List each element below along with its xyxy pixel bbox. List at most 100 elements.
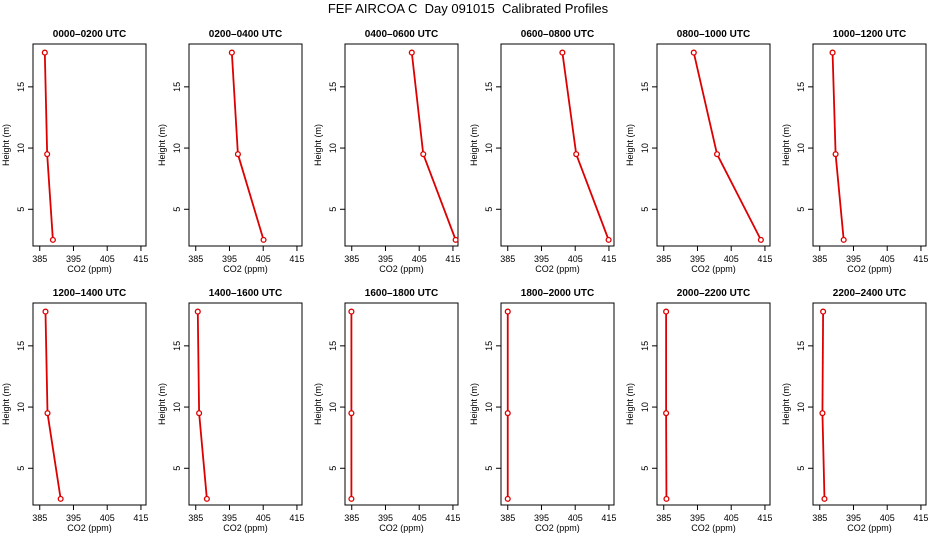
- profile-segment: [46, 154, 54, 240]
- x-tick-label: 385: [812, 254, 827, 264]
- data-point: [348, 410, 355, 417]
- data-point: [504, 495, 511, 502]
- x-tick-label: 405: [880, 513, 895, 523]
- x-tick-label: 415: [757, 254, 772, 264]
- profile-panel: 0800–1000 UTC 385 395 405 415 5 10 15 CO2 (ppm) H…: [625, 29, 772, 274]
- profile-segment: [821, 311, 825, 414]
- panel-title: 1200–1400 UTC: [53, 288, 126, 299]
- y-axis-label: Height (m): [469, 383, 479, 425]
- x-tick-label: 385: [656, 254, 671, 264]
- data-point: [821, 495, 828, 502]
- profile-segment: [692, 52, 718, 155]
- y-tick-label: 15: [640, 341, 650, 351]
- plot-frame: [812, 43, 927, 247]
- x-tick-label: 415: [289, 254, 304, 264]
- x-tick-label: 405: [568, 254, 583, 264]
- x-axis-label: CO2 (ppm): [379, 523, 424, 533]
- y-tick-label: 10: [484, 402, 494, 412]
- data-point: [452, 236, 459, 243]
- x-tick-label: 385: [344, 513, 359, 523]
- profile-segment: [834, 154, 845, 240]
- data-point: [196, 410, 203, 417]
- y-axis-label: Height (m): [313, 383, 323, 425]
- profile-segment: [831, 52, 837, 155]
- data-point: [504, 410, 511, 417]
- x-axis-label: CO2 (ppm): [67, 264, 112, 274]
- data-point: [203, 495, 210, 502]
- y-tick-label: 5: [16, 207, 26, 212]
- panel-title: 0800–1000 UTC: [677, 29, 750, 40]
- y-tick-label: 5: [172, 207, 182, 212]
- y-tick-label: 10: [796, 402, 806, 412]
- y-axis-label: Height (m): [469, 124, 479, 166]
- panel-title: 1400–1600 UTC: [209, 288, 282, 299]
- data-point: [663, 410, 670, 417]
- x-tick-label: 405: [412, 254, 427, 264]
- x-tick-label: 385: [500, 513, 515, 523]
- x-axis-label: CO2 (ppm): [379, 264, 424, 274]
- panel-title: 2200–2400 UTC: [833, 288, 906, 299]
- y-tick-label: 5: [796, 207, 806, 212]
- x-tick-label: 395: [846, 513, 861, 523]
- data-point: [757, 236, 764, 243]
- profile-panel: 0400–0600 UTC 385 395 405 415 5 10 15 CO2 (ppm) H…: [313, 29, 460, 274]
- x-tick-label: 405: [100, 513, 115, 523]
- data-point: [348, 495, 355, 502]
- plot-frame: [812, 302, 927, 506]
- data-point: [41, 49, 48, 56]
- data-point: [829, 49, 836, 56]
- data-point: [840, 236, 847, 243]
- x-tick-label: 395: [378, 254, 393, 264]
- x-tick-label: 395: [222, 513, 237, 523]
- y-axis-label: Height (m): [1, 124, 11, 166]
- y-tick-label: 5: [328, 466, 338, 471]
- x-tick-label: 395: [66, 513, 81, 523]
- x-tick-label: 395: [690, 513, 705, 523]
- y-axis-label: Height (m): [625, 383, 635, 425]
- y-axis-label: Height (m): [781, 383, 791, 425]
- data-point: [832, 151, 839, 158]
- plot-frame: [656, 302, 771, 506]
- x-tick-label: 385: [812, 513, 827, 523]
- panel-title: 1000–1200 UTC: [833, 29, 906, 40]
- y-tick-label: 15: [16, 82, 26, 92]
- profile-panel: 1600–1800 UTC 385 395 405 415 5 10 15 CO2 (ppm) H…: [313, 288, 460, 533]
- y-tick-label: 5: [328, 207, 338, 212]
- data-point: [408, 49, 415, 56]
- panel-title: 0200–0400 UTC: [209, 29, 282, 40]
- panel-title: 1600–1800 UTC: [365, 288, 438, 299]
- data-point: [713, 151, 721, 158]
- x-tick-label: 415: [601, 254, 616, 264]
- data-point: [605, 236, 612, 243]
- profile-panel: 0000–0200 UTC 385 395 405 415 5 10 15 CO2 (ppm) H…: [1, 29, 148, 274]
- x-tick-label: 415: [601, 513, 616, 523]
- x-tick-label: 415: [133, 254, 148, 264]
- y-tick-label: 15: [172, 82, 182, 92]
- x-axis-label: CO2 (ppm): [691, 523, 736, 533]
- profile-panel: 1800–2000 UTC 385 395 405 415 5 10 15 CO2 (ppm) H…: [469, 288, 616, 533]
- plot-frame: [500, 43, 615, 247]
- data-point: [559, 49, 566, 56]
- data-point: [234, 151, 241, 158]
- x-tick-label: 395: [534, 254, 549, 264]
- profile-panel: 1200–1400 UTC 385 395 405 415 5 10 15 CO2 (ppm) H…: [1, 288, 148, 533]
- y-tick-label: 5: [640, 466, 650, 471]
- x-axis-label: CO2 (ppm): [223, 523, 268, 533]
- x-tick-label: 415: [913, 513, 928, 523]
- y-tick-label: 15: [172, 341, 182, 351]
- y-tick-label: 15: [796, 341, 806, 351]
- x-tick-label: 395: [846, 254, 861, 264]
- x-axis-label: CO2 (ppm): [67, 523, 112, 533]
- data-point: [420, 151, 427, 158]
- y-tick-label: 5: [16, 466, 26, 471]
- data-point: [504, 308, 511, 315]
- figure-title: FEF AIRCOA C Day 091015 Calibrated Profi…: [327, 1, 609, 16]
- panel-title: 2000–2200 UTC: [677, 288, 750, 299]
- profile-segment: [237, 153, 265, 241]
- x-tick-label: 405: [256, 513, 271, 523]
- profile-segment: [821, 413, 826, 499]
- y-axis-label: Height (m): [157, 383, 167, 425]
- data-point: [820, 308, 827, 315]
- x-axis-label: CO2 (ppm): [691, 264, 736, 274]
